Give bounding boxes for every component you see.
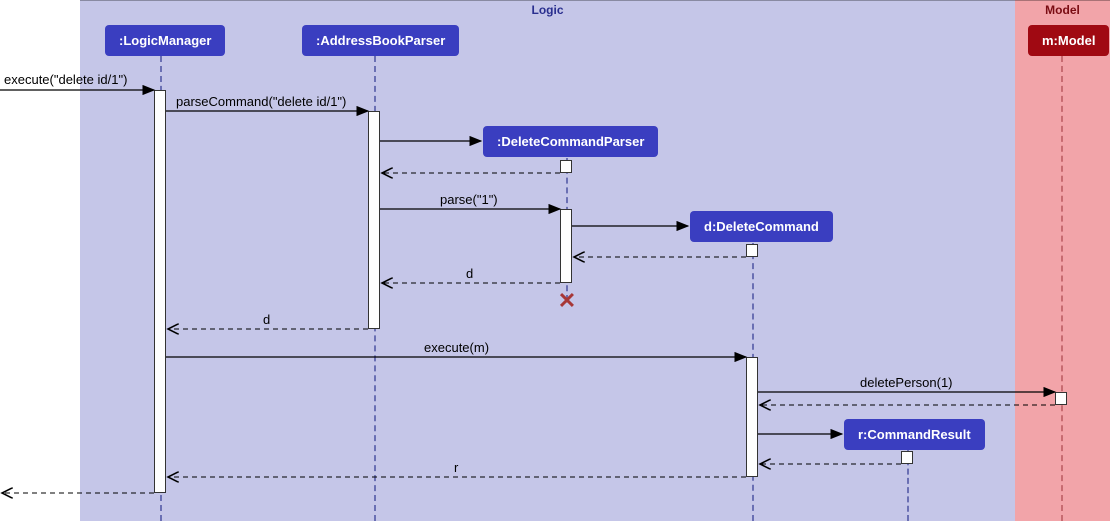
region-logic-label: Logic <box>532 3 564 17</box>
msg-return-d-2: d <box>263 312 270 327</box>
activation-cmdresult <box>901 451 913 464</box>
participant-logicmanager: :LogicManager <box>105 25 225 56</box>
participant-model: m:Model <box>1028 25 1109 56</box>
participant-parser: :AddressBookParser <box>302 25 459 56</box>
msg-deleteperson: deletePerson(1) <box>860 375 953 390</box>
lifeline-model <box>1061 56 1063 521</box>
destroy-delparser-icon: ✕ <box>558 288 576 314</box>
activation-delparser-1 <box>560 160 572 173</box>
msg-return-d-1: d <box>466 266 473 281</box>
msg-return-r: r <box>454 460 458 475</box>
msg-execute-delete: execute("delete id/1") <box>4 72 127 87</box>
msg-parse: parse("1") <box>440 192 498 207</box>
activation-logicmanager <box>154 90 166 493</box>
activation-delcmd-2 <box>746 357 758 477</box>
activation-model <box>1055 392 1067 405</box>
participant-delcmd: d:DeleteCommand <box>690 211 833 242</box>
participant-cmdresult: r:CommandResult <box>844 419 985 450</box>
region-model-label: Model <box>1045 3 1080 17</box>
activation-delparser-2 <box>560 209 572 283</box>
msg-parsecommand: parseCommand("delete id/1") <box>176 94 346 109</box>
msg-execute-m: execute(m) <box>424 340 489 355</box>
participant-delparser: :DeleteCommandParser <box>483 126 658 157</box>
activation-delcmd-1 <box>746 244 758 257</box>
activation-parser <box>368 111 380 329</box>
